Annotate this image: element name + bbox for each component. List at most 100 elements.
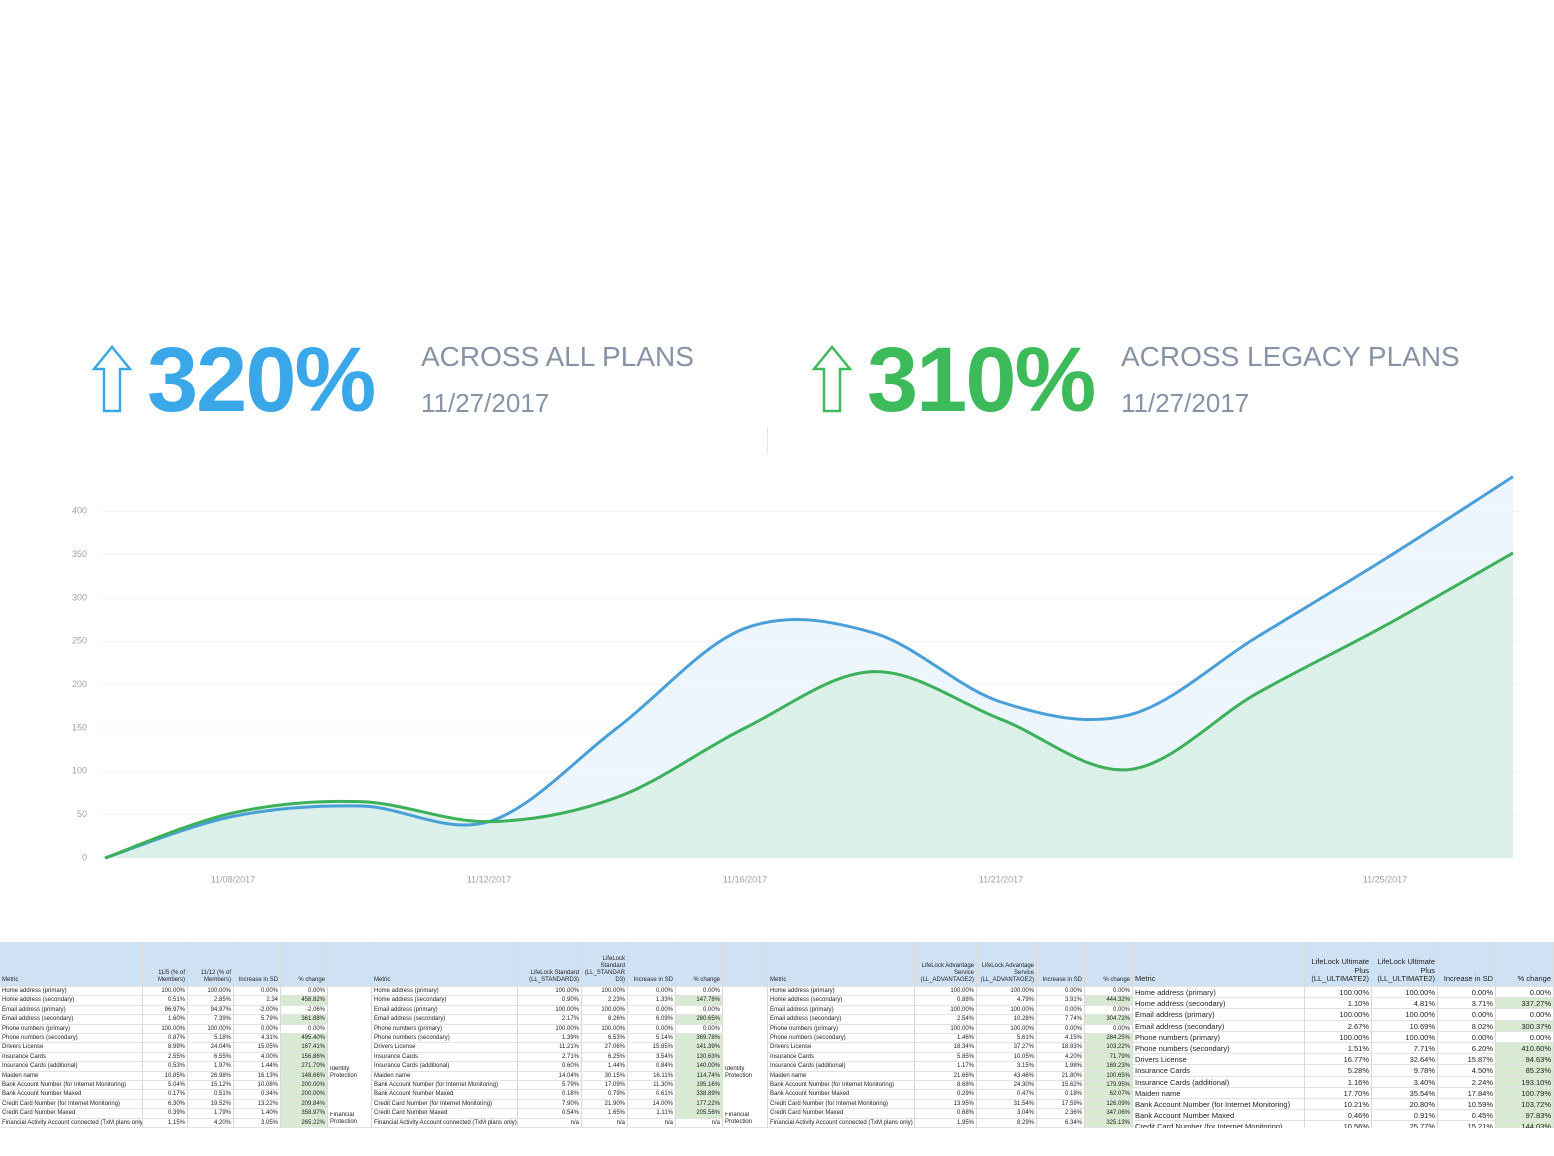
table-cell: 1.98%: [1037, 1062, 1085, 1072]
table-cell: 2.55%: [143, 1052, 188, 1063]
y-tick-label: 150: [72, 722, 87, 732]
table-cell: 209.84%: [281, 1099, 328, 1110]
table-cell: 0.60%: [518, 1062, 582, 1072]
table-cell: 410.60%: [1496, 1043, 1554, 1055]
y-tick-label: 100: [72, 766, 87, 776]
table-cell: 94.97%: [188, 1005, 234, 1016]
table-cell: 18.34%: [915, 1043, 977, 1053]
table-cell: 0.34%: [234, 1090, 281, 1100]
column-header: LifeLock Standard (LL_STANDAR D3): [582, 942, 628, 987]
table-cell: 0.51%: [143, 996, 188, 1006]
table-cell: 0.00%: [1037, 987, 1085, 997]
table-cell: 280.65%: [676, 1015, 723, 1025]
table-cell: 2.85%: [188, 996, 234, 1006]
table-cell: 100.00%: [143, 987, 188, 997]
table-cell: n/a: [628, 1118, 676, 1128]
table-cell: Insurance Cards: [372, 1052, 518, 1063]
table-cell: 25.77%: [1372, 1121, 1438, 1128]
column-header: Metric: [372, 942, 518, 987]
table-cell: 0.18%: [518, 1090, 582, 1100]
table-cell: 1.95%: [915, 1118, 977, 1128]
table-cell: Email address (primary): [768, 1005, 915, 1016]
table-cell: 5.04%: [143, 1081, 188, 1091]
table-cell: 4.50%: [1438, 1065, 1496, 1077]
group-label: Identity Protection: [725, 1066, 753, 1080]
table-cell: 1.39%: [518, 1034, 582, 1044]
table-cell: 100.00%: [143, 1024, 188, 1034]
table-cell: 7.90%: [518, 1099, 582, 1110]
table-cell: 7.71%: [1372, 1043, 1438, 1055]
table-cell: 100.00%: [1305, 1031, 1372, 1043]
table-cell: 140.00%: [676, 1062, 723, 1072]
table-cell: 0.79%: [582, 1090, 628, 1100]
table-cell: 369.78%: [676, 1034, 723, 1044]
table-cell: 15.05%: [234, 1043, 281, 1053]
table-cell: Insurance Cards (additional): [1133, 1076, 1305, 1088]
table-cell: 14.00%: [628, 1099, 676, 1110]
table-cell: Credit Card Number Maxed: [372, 1109, 518, 1119]
table-cell: -2.06%: [281, 1005, 328, 1016]
table-cell: 0.00%: [676, 987, 723, 997]
y-tick-label: 0: [82, 852, 87, 862]
table-cell: 100.65%: [1085, 1071, 1133, 1081]
stat-value: 310%: [867, 329, 1096, 431]
table-cell: 0.47%: [977, 1090, 1037, 1100]
table-cell: 94.63%: [1496, 1054, 1554, 1066]
table-cell: 8.26%: [582, 1015, 628, 1025]
up-arrow: [92, 345, 132, 413]
column-header: % change: [676, 942, 723, 987]
table-cell: 1.65%: [582, 1109, 628, 1119]
table-cell: 0.00%: [281, 1024, 328, 1034]
table-cell: 13.95%: [915, 1099, 977, 1110]
table-cell: Email address (primary): [372, 1005, 518, 1016]
stat-label: ACROSS LEGACY PLANS: [1121, 341, 1460, 372]
table-cell: 169.23%: [1085, 1062, 1133, 1072]
table-cell: 37.27%: [977, 1043, 1037, 1053]
table-cell: Email address (secondary): [372, 1015, 518, 1025]
column-header: 11/12 (% of Members): [188, 942, 234, 987]
table-cell: Credit Card Number Maxed: [768, 1109, 915, 1119]
table-cell: 0.88%: [915, 996, 977, 1006]
table-cell: 271.70%: [281, 1062, 328, 1072]
table-cell: n/a: [518, 1118, 582, 1128]
table-cell: 15.85%: [628, 1043, 676, 1053]
table-cell: 31.54%: [977, 1099, 1037, 1110]
up-arrow: [812, 345, 852, 413]
table-cell: 177.22%: [676, 1099, 723, 1110]
table-cell: 1.16%: [1305, 1076, 1372, 1088]
table-cell: 1.97%: [188, 1062, 234, 1072]
table-cell: 3.15%: [977, 1062, 1037, 1072]
table-cell: 0.00%: [1037, 1005, 1085, 1016]
table-cell: 17.09%: [582, 1081, 628, 1091]
table-cell: 126.09%: [1085, 1099, 1133, 1110]
table-cell: 4.15%: [1037, 1034, 1085, 1044]
table-cell: 10.21%: [1305, 1099, 1372, 1111]
table-cell: Drivers License: [0, 1043, 143, 1053]
table-cell: 4.79%: [977, 996, 1037, 1006]
table-cell: 2.34: [234, 996, 281, 1006]
table-cell: 18.93%: [1037, 1043, 1085, 1053]
table-cell: Bank Account Number (for Internet Monito…: [768, 1081, 915, 1091]
table-cell: 6.09%: [628, 1015, 676, 1025]
table-cell: 4.00%: [234, 1052, 281, 1063]
table-cell: n/a: [582, 1118, 628, 1128]
table-cell: 17.59%: [1037, 1099, 1085, 1110]
table-cell: 0.00%: [628, 987, 676, 997]
column-header: % change: [281, 942, 328, 987]
table-cell: 0.00%: [1085, 987, 1133, 997]
table-cell: 100.00%: [582, 1024, 628, 1034]
table-cell: 1.15%: [143, 1118, 188, 1128]
table-cell: 0.00%: [676, 1024, 723, 1034]
table-cell: 26.98%: [188, 1071, 234, 1081]
table-cell: 3.05%: [234, 1118, 281, 1128]
table-cell: 0.90%: [518, 996, 582, 1006]
table-cell: 6.53%: [582, 1034, 628, 1044]
line: [104, 475, 1514, 860]
table-cell: 100.00%: [582, 987, 628, 997]
table-cell: Email address (primary): [1133, 1009, 1305, 1021]
table-cell: 4.31%: [234, 1034, 281, 1044]
table-cell: 32.64%: [1372, 1054, 1438, 1066]
table-cell: Credit Card Number (for Internet Monitor…: [372, 1099, 518, 1110]
table-cell: 205.56%: [676, 1109, 723, 1119]
table-cell: 6.34%: [1037, 1118, 1085, 1128]
